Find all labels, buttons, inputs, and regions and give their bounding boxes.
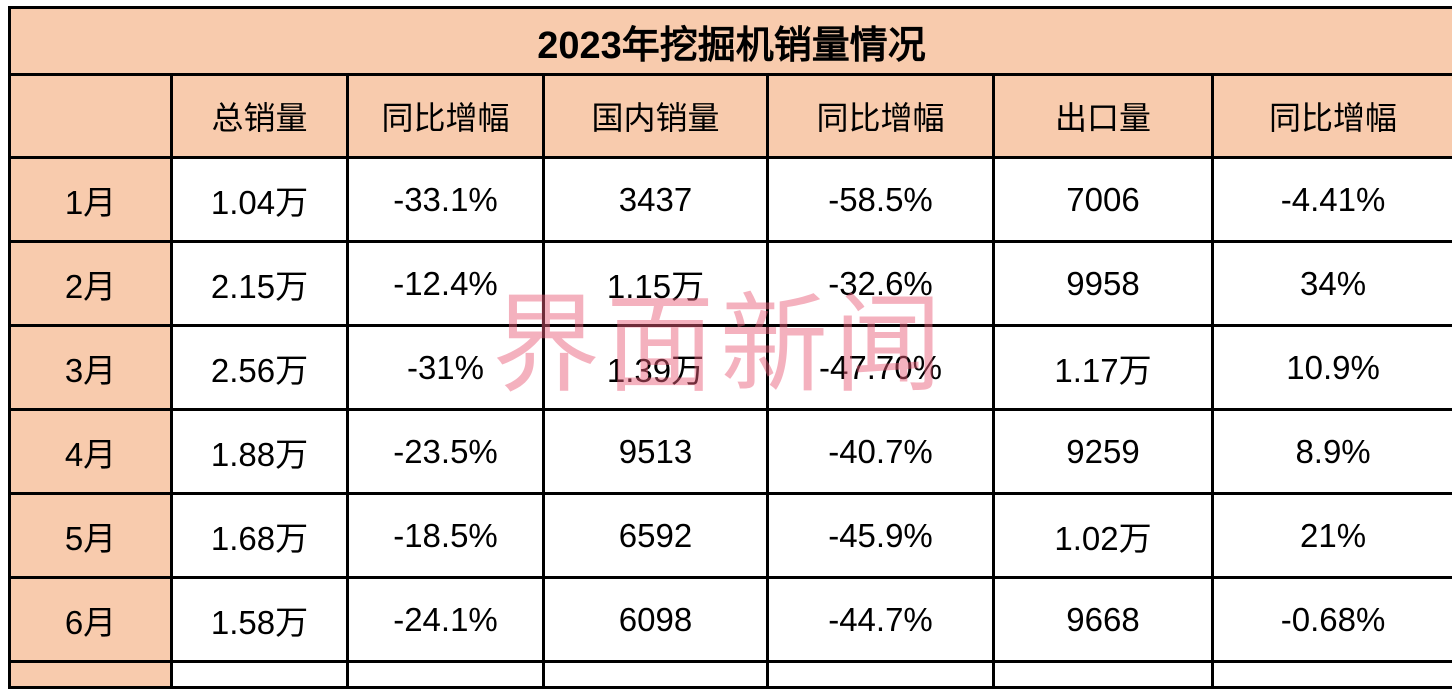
cell-total-yoy: -33.1% (346, 156, 545, 243)
table-row: 1月 1.04万 -33.1% 3437 -58.5% 7006 -4.41% (8, 156, 1452, 243)
cell-total-sales: 1.68万 (170, 492, 349, 579)
cell-exports (992, 660, 1214, 689)
cell-domestic-sales: 9513 (542, 408, 769, 495)
cell-domestic-sales: 1.15万 (542, 240, 769, 327)
cell-total-yoy: -23.5% (346, 408, 545, 495)
cell-exports-yoy: -0.68% (1210, 576, 1452, 663)
cell-total-sales: 2.56万 (170, 324, 349, 411)
cell-exports-yoy: 34% (1210, 240, 1452, 327)
cell-exports-yoy (1210, 660, 1452, 689)
cell-domestic-sales: 6098 (542, 576, 769, 663)
month-label (8, 660, 173, 689)
header-cell-domestic-sales: 国内销量 (542, 73, 769, 159)
sales-table-graphic: 2023年挖掘机销量情况 总销量 同比增幅 国内销量 同比增幅 出口量 同比增幅… (7, 6, 1452, 689)
header-cell-month (8, 73, 173, 159)
table-row: 4月 1.88万 -23.5% 9513 -40.7% 9259 8.9% (8, 408, 1452, 495)
cell-exports-yoy: -4.41% (1210, 156, 1452, 243)
cell-total-sales: 1.04万 (170, 156, 349, 243)
cell-domestic-yoy: -45.9% (766, 492, 995, 579)
cell-total-yoy: -31% (346, 324, 545, 411)
table-row-partial (8, 660, 1452, 689)
table-row: 3月 2.56万 -31% 1.39万 -47.70% 1.17万 10.9% (8, 324, 1452, 411)
cell-domestic-sales (542, 660, 769, 689)
excavator-sales-table: 2023年挖掘机销量情况 总销量 同比增幅 国内销量 同比增幅 出口量 同比增幅… (7, 6, 1452, 689)
header-row: 总销量 同比增幅 国内销量 同比增幅 出口量 同比增幅 (8, 73, 1452, 159)
month-label: 4月 (8, 408, 173, 495)
cell-domestic-yoy (766, 660, 995, 689)
cell-exports: 9259 (992, 408, 1214, 495)
header-cell-total-sales: 总销量 (170, 73, 349, 159)
cell-exports: 9668 (992, 576, 1214, 663)
cell-total-sales: 1.58万 (170, 576, 349, 663)
header-cell-exports-yoy: 同比增幅 (1210, 73, 1452, 159)
month-label: 5月 (8, 492, 173, 579)
cell-domestic-yoy: -40.7% (766, 408, 995, 495)
cell-exports: 7006 (992, 156, 1214, 243)
cell-exports: 9958 (992, 240, 1214, 327)
cell-domestic-yoy: -47.70% (766, 324, 995, 411)
table-title: 2023年挖掘机销量情况 (7, 6, 1452, 76)
cell-total-sales (170, 660, 349, 689)
cell-domestic-sales: 6592 (542, 492, 769, 579)
cell-exports: 1.17万 (992, 324, 1214, 411)
cell-exports-yoy: 8.9% (1210, 408, 1452, 495)
cell-domestic-yoy: -32.6% (766, 240, 995, 327)
cell-domestic-yoy: -44.7% (766, 576, 995, 663)
month-label: 1月 (8, 156, 173, 243)
header-cell-total-yoy: 同比增幅 (346, 73, 545, 159)
table-row: 6月 1.58万 -24.1% 6098 -44.7% 9668 -0.68% (8, 576, 1452, 663)
cell-total-yoy: -24.1% (346, 576, 545, 663)
cell-total-yoy: -12.4% (346, 240, 545, 327)
cell-exports-yoy: 21% (1210, 492, 1452, 579)
cell-total-yoy: -18.5% (346, 492, 545, 579)
cell-exports: 1.02万 (992, 492, 1214, 579)
header-cell-exports: 出口量 (992, 73, 1214, 159)
cell-exports-yoy: 10.9% (1210, 324, 1452, 411)
table-row: 2月 2.15万 -12.4% 1.15万 -32.6% 9958 34% (8, 240, 1452, 327)
cell-total-sales: 2.15万 (170, 240, 349, 327)
title-row: 2023年挖掘机销量情况 (7, 6, 1452, 76)
month-label: 6月 (8, 576, 173, 663)
cell-total-yoy (346, 660, 545, 689)
header-cell-domestic-yoy: 同比增幅 (766, 73, 995, 159)
cell-domestic-sales: 3437 (542, 156, 769, 243)
month-label: 3月 (8, 324, 173, 411)
cell-domestic-sales: 1.39万 (542, 324, 769, 411)
month-label: 2月 (8, 240, 173, 327)
table-row: 5月 1.68万 -18.5% 6592 -45.9% 1.02万 21% (8, 492, 1452, 579)
cell-domestic-yoy: -58.5% (766, 156, 995, 243)
cell-total-sales: 1.88万 (170, 408, 349, 495)
